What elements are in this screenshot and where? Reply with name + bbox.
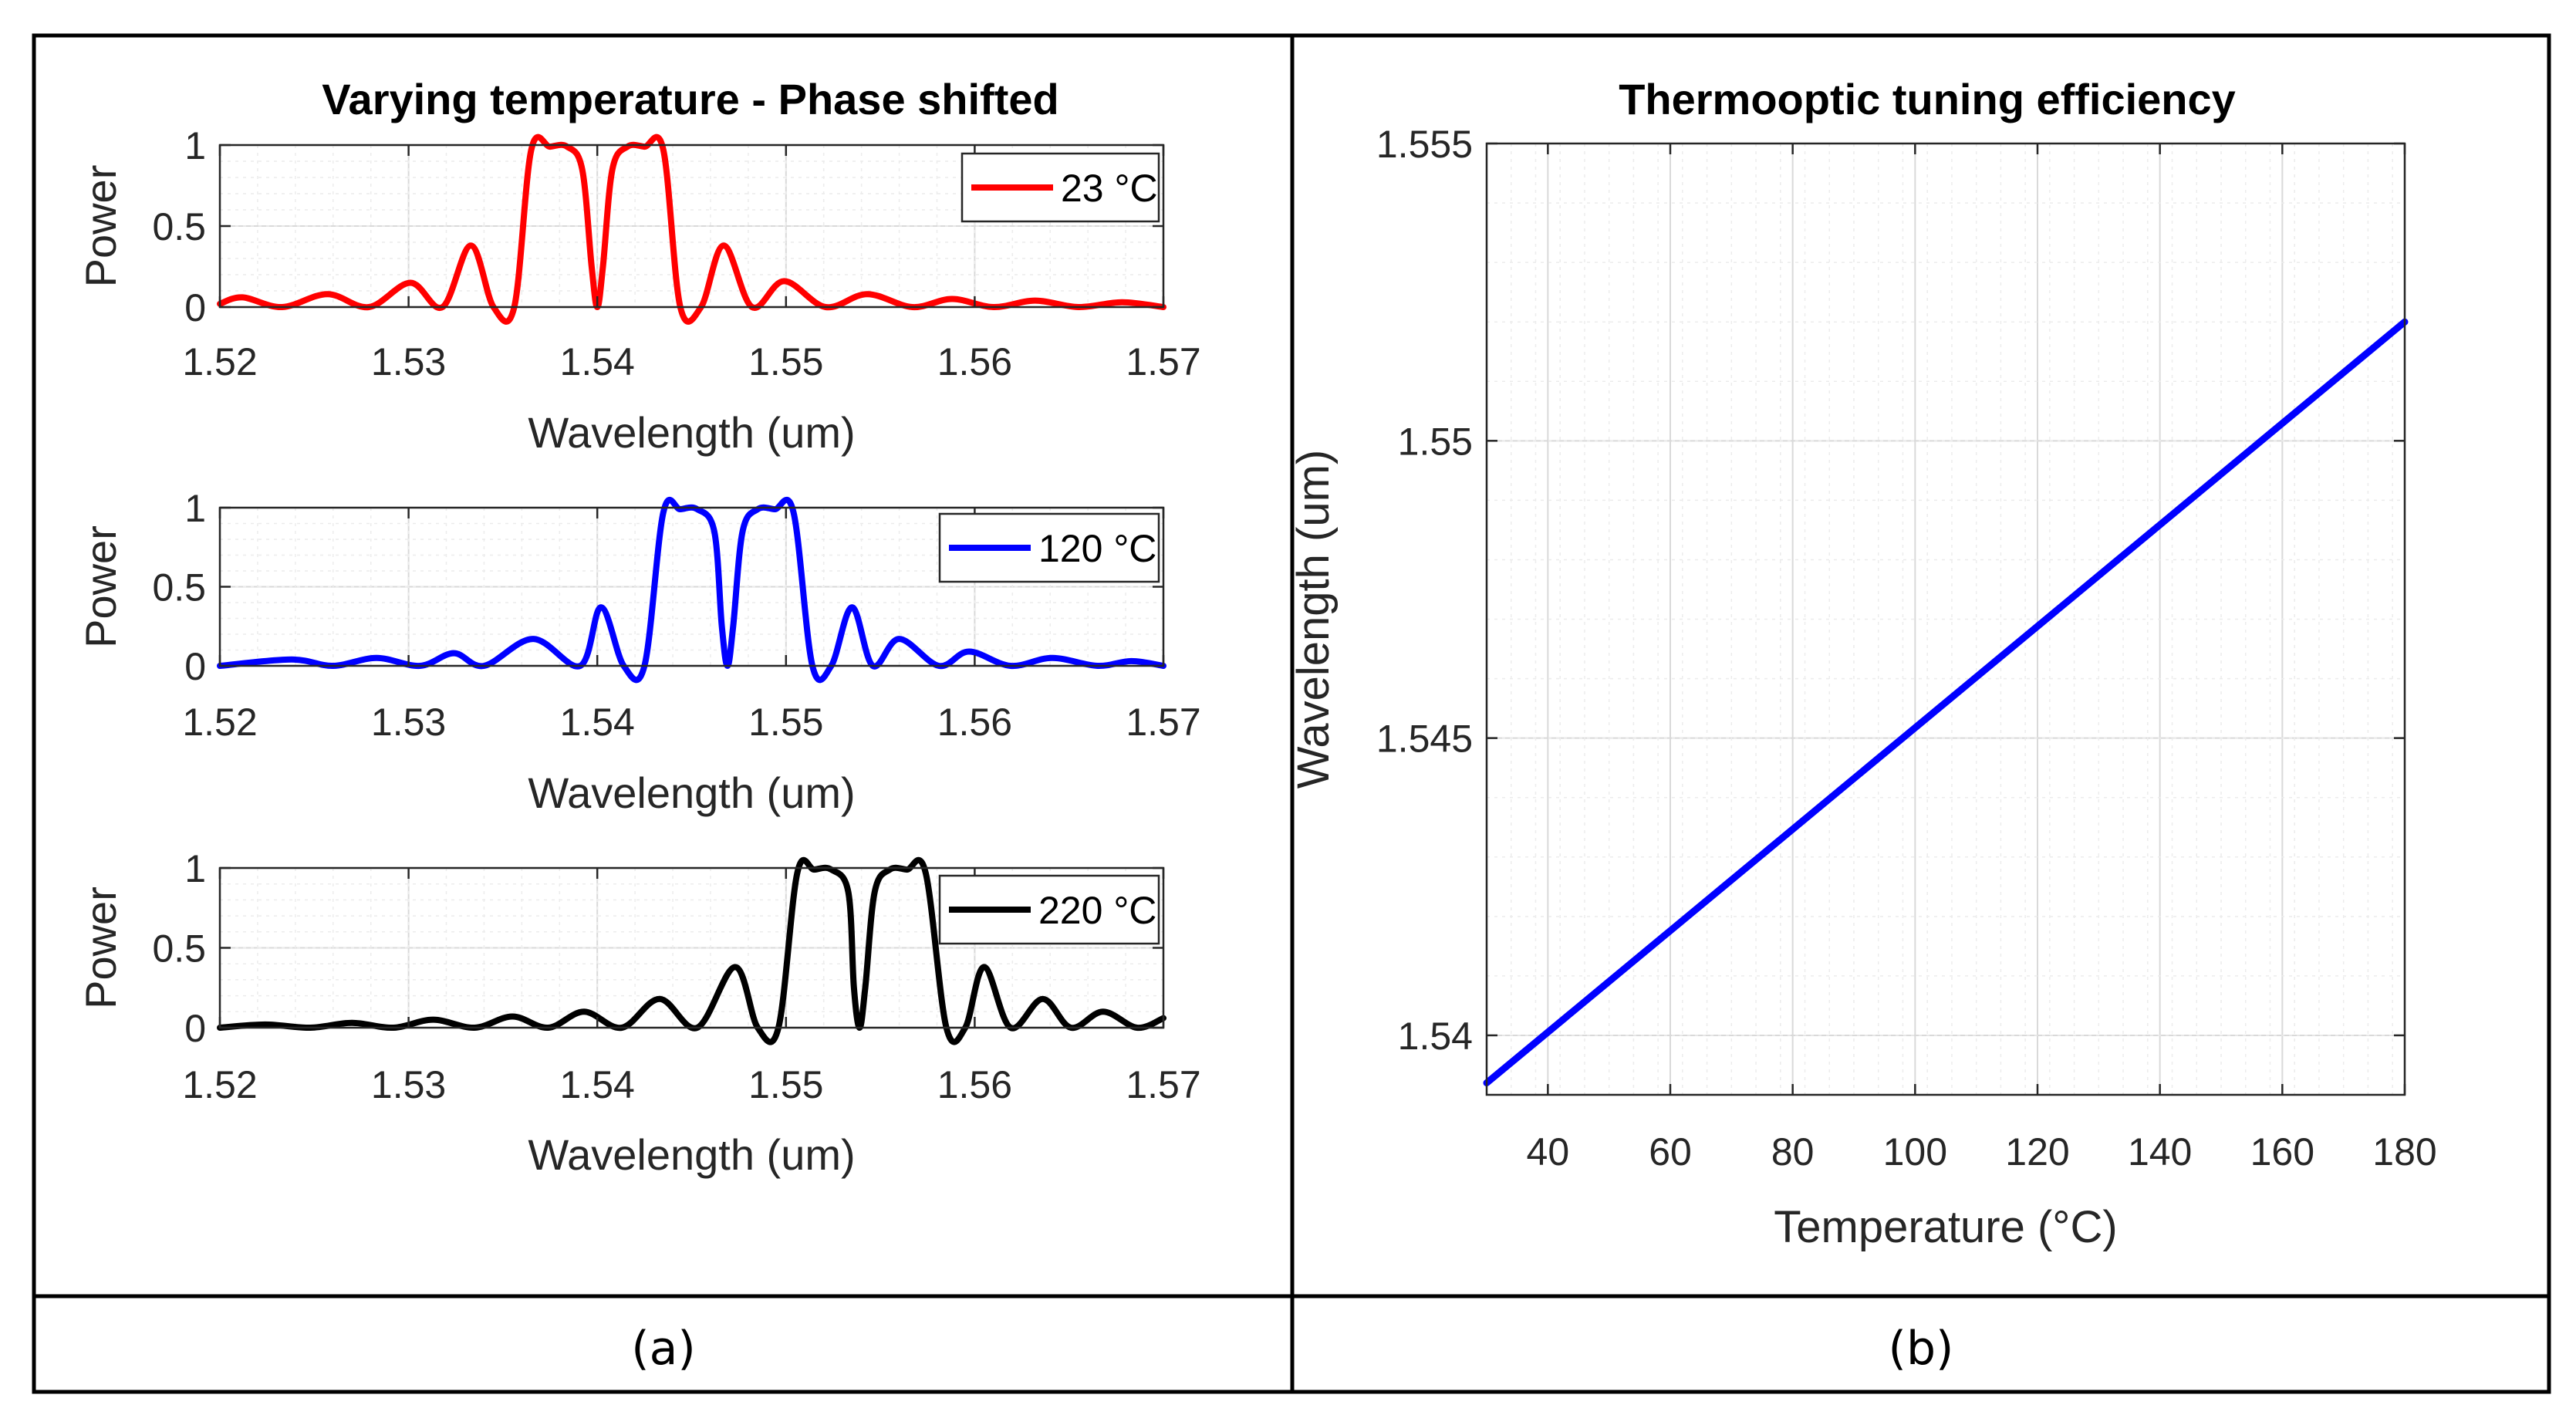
y-axis-label: Power [76, 165, 125, 288]
x-tick-label: 100 [1883, 1130, 1947, 1174]
legend-label: 23 °C [1061, 167, 1158, 210]
legend: 23 °C [961, 152, 1160, 223]
series-line-0 [1483, 318, 2409, 1087]
x-axis-label: Wavelength (um) [528, 768, 855, 817]
x-tick-label: 1.52 [182, 1063, 257, 1106]
x-tick-label: 120 [2005, 1130, 2069, 1174]
x-tick-label: 1.54 [560, 701, 635, 744]
x-tick-label: 140 [2128, 1130, 2192, 1174]
y-axis-label: Power [76, 886, 125, 1009]
y-tick-label: 0 [184, 286, 206, 329]
ticks [218, 506, 1165, 667]
x-axis-label: Wavelength (um) [528, 408, 855, 457]
y-tick-label: 0 [184, 645, 206, 688]
y-tick-label: 0 [184, 1007, 206, 1050]
x-tick-label: 80 [1771, 1130, 1815, 1174]
figure-frame [32, 33, 2551, 1394]
x-tick-label: 1.53 [371, 701, 446, 744]
x-tick-label: 40 [1527, 1130, 1570, 1174]
ticks [218, 866, 1165, 1029]
x-tick-label: 1.56 [937, 1063, 1012, 1106]
x-tick-label: 1.55 [748, 1063, 823, 1106]
caption-a: (a) [631, 1322, 696, 1376]
panel-b-title: Thermooptic tuning efficiency [1619, 75, 2236, 123]
y-axis-label: Wavelength (um) [1288, 450, 1339, 789]
x-tick-label: 1.53 [371, 340, 446, 383]
x-axis-label: Temperature (°C) [1774, 1202, 2117, 1252]
y-tick-label: 1.54 [1398, 1015, 1473, 1058]
x-tick-label: 1.54 [560, 1063, 635, 1106]
y-tick-label: 1.555 [1376, 123, 1473, 166]
x-tick-label: 1.52 [182, 701, 257, 744]
x-axis-label: Wavelength (um) [528, 1130, 855, 1179]
y-tick-label: 1.55 [1398, 420, 1473, 463]
x-tick-label: 1.55 [748, 701, 823, 744]
plot-power-23c: 1.52 1.53 1.54 1.55 1.56 1.57 0 0.5 1 Wavelength … [76, 124, 1201, 457]
legend-label: 120 °C [1038, 527, 1156, 570]
ticks [1487, 142, 2406, 1095]
plot-power-120c: 1.52 1.53 1.54 1.55 1.56 1.57 0 0.5 1 Wavelength … [76, 487, 1201, 817]
axes-box [1485, 142, 2406, 1096]
x-tick-label: 180 [2372, 1130, 2436, 1174]
ticks [218, 144, 1165, 309]
y-tick-label: 0.5 [152, 927, 206, 971]
x-tick-label: 1.56 [937, 701, 1012, 744]
x-tick-label: 1.56 [937, 340, 1012, 383]
y-axis-label: Power [76, 525, 125, 648]
plot-power-220c: 1.52 1.53 1.54 1.55 1.56 1.57 0 0.5 1 Wavelength … [76, 847, 1201, 1179]
panel-a-title: Varying temperature - Phase shifted [322, 75, 1058, 123]
x-tick-label: 1.57 [1126, 340, 1200, 383]
x-tick-label: 1.52 [182, 340, 257, 383]
legend: 220 °C [938, 874, 1160, 945]
y-tick-label: 0.5 [152, 566, 206, 610]
x-tick-label: 1.57 [1126, 701, 1200, 744]
x-tick-label: 1.53 [371, 1063, 446, 1106]
caption-b: (b) [1889, 1322, 1954, 1376]
y-tick-label: 1.545 [1376, 718, 1473, 761]
x-tick-label: 60 [1649, 1130, 1692, 1174]
y-tick-label: 1 [184, 847, 206, 890]
y-tick-label: 0.5 [152, 205, 206, 248]
y-tick-label: 1 [184, 487, 206, 530]
x-tick-label: 160 [2250, 1130, 2314, 1174]
legend-label: 220 °C [1038, 889, 1156, 932]
x-tick-label: 1.57 [1126, 1063, 1200, 1106]
plot-tuning-efficiency: 40 60 80 100 120 140 160 180 1.54 1.545 1.55 1.555 T… [1288, 123, 2437, 1252]
legend: 120 °C [938, 512, 1160, 583]
y-tick-label: 1 [184, 124, 206, 167]
x-tick-label: 1.54 [560, 340, 635, 383]
x-tick-label: 1.55 [748, 340, 823, 383]
